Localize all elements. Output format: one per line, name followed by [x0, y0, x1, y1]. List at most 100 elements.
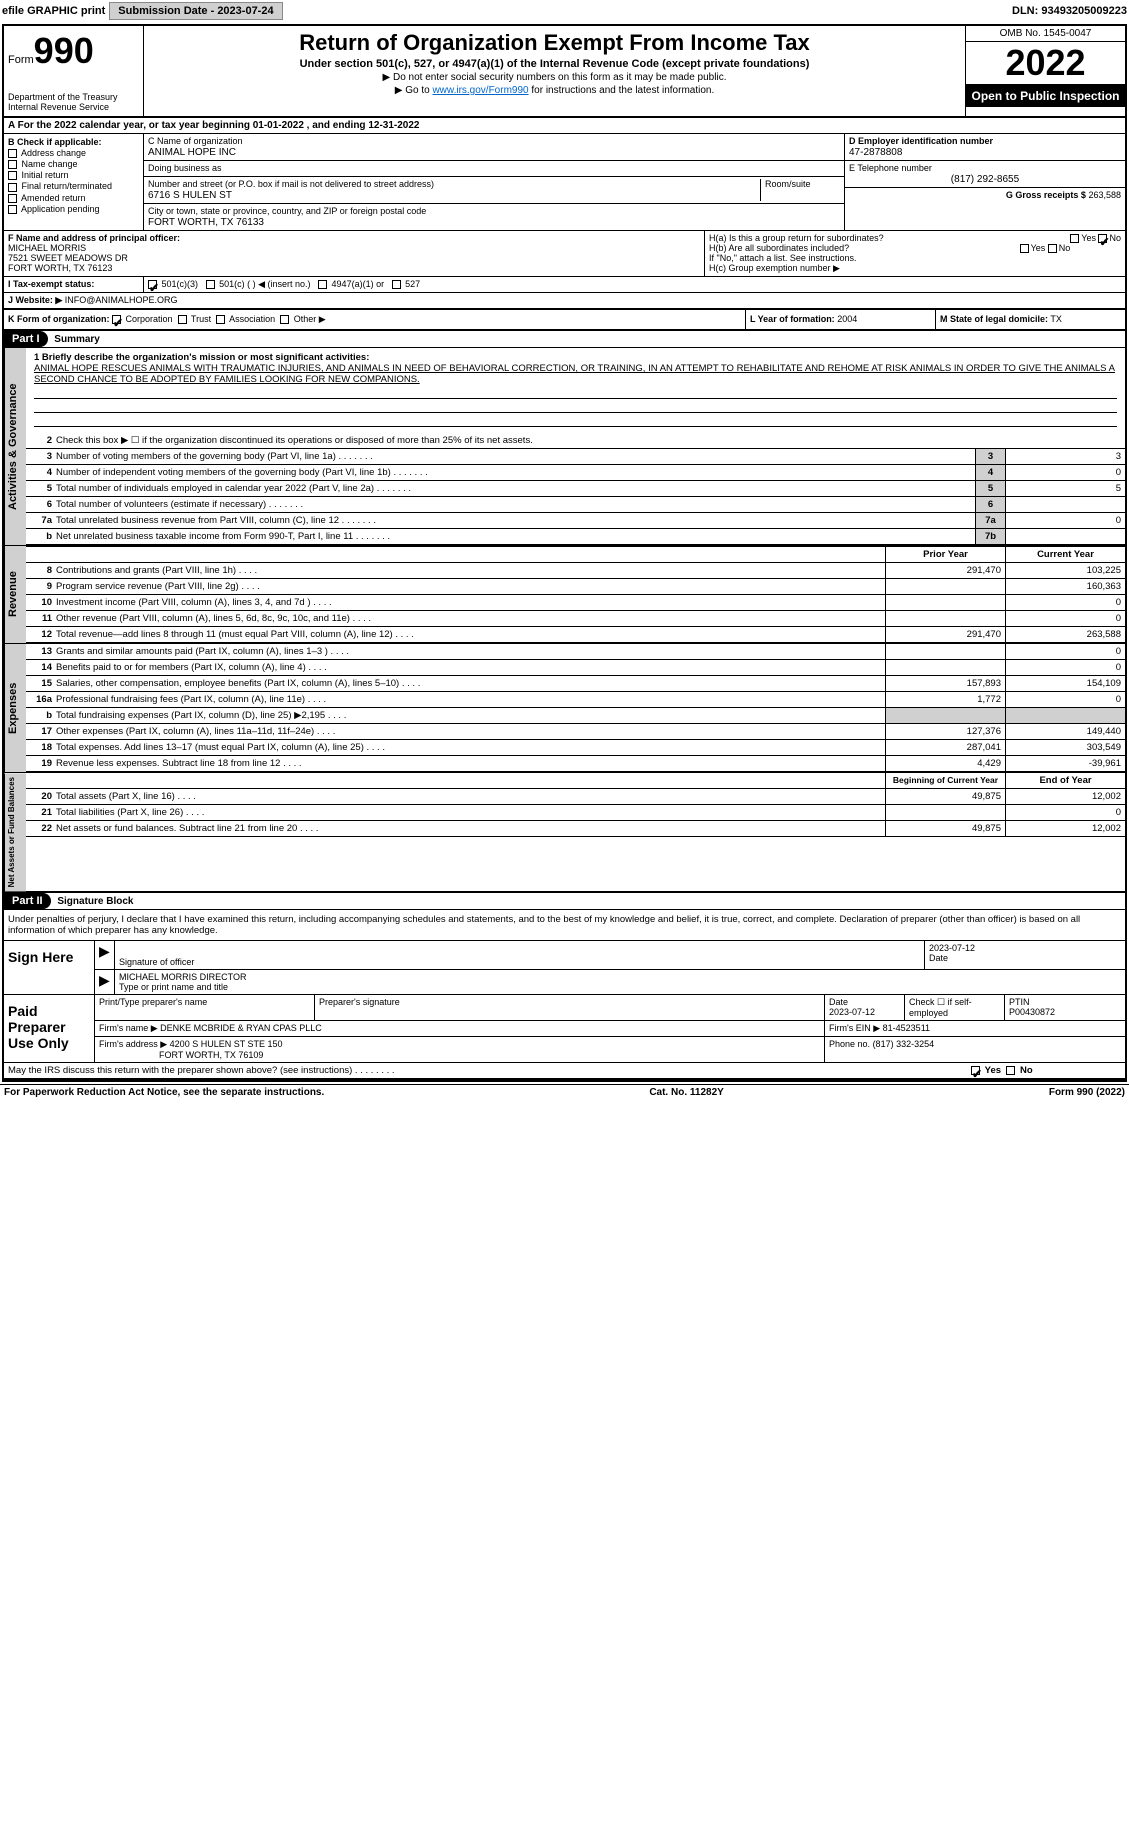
footer-paperwork: For Paperwork Reduction Act Notice, see …	[4, 1087, 324, 1098]
hb-note: If "No," attach a list. See instructions…	[709, 253, 1121, 263]
firm-name-label: Firm's name ▶	[99, 1023, 158, 1033]
no-label: No	[1109, 233, 1121, 243]
dept-label: Department of the Treasury Internal Reve…	[8, 92, 139, 112]
part1-title: Summary	[50, 332, 104, 347]
yes-label: Yes	[985, 1065, 1001, 1076]
sig-officer-label: Signature of officer	[119, 957, 194, 967]
arrow-icon: ▶	[99, 943, 110, 959]
may-irs-text: May the IRS discuss this return with the…	[8, 1065, 971, 1076]
end-year-header: End of Year	[1005, 773, 1125, 788]
sign-here-label: Sign Here	[4, 941, 94, 994]
street-address: 6716 S HULEN ST	[148, 190, 760, 201]
firm-addr-label: Firm's address ▶	[99, 1039, 167, 1049]
irs-no-checkbox[interactable]	[1006, 1066, 1015, 1075]
firm-ein-label: Firm's EIN ▶	[829, 1023, 880, 1033]
year-formation-label: L Year of formation:	[750, 314, 835, 324]
officer-addr2: FORT WORTH, TX 76123	[8, 263, 700, 273]
4947-checkbox[interactable]	[318, 280, 327, 289]
officer-label: F Name and address of principal officer:	[8, 233, 180, 243]
begin-year-header: Beginning of Current Year	[885, 773, 1005, 788]
ptin-value: P00430872	[1009, 1007, 1055, 1017]
telephone: (817) 292-8655	[849, 174, 1121, 185]
prior-year-header: Prior Year	[885, 547, 1005, 562]
prep-sig-label: Preparer's signature	[319, 997, 400, 1007]
state-domicile-label: M State of legal domicile:	[940, 314, 1048, 324]
yes-label: Yes	[1081, 233, 1096, 243]
no-label: No	[1059, 243, 1071, 253]
row-a-calendar: A For the 2022 calendar year, or tax yea…	[4, 118, 1125, 134]
tab-netassets: Net Assets or Fund Balances	[4, 773, 26, 891]
checkbox[interactable]	[8, 183, 17, 192]
tax-year: 2022	[966, 42, 1125, 85]
checkbox[interactable]	[8, 160, 17, 169]
submission-date-button[interactable]: Submission Date - 2023-07-24	[109, 2, 282, 20]
current-year-header: Current Year	[1005, 547, 1125, 562]
527-checkbox[interactable]	[392, 280, 401, 289]
501c-checkbox[interactable]	[206, 280, 215, 289]
addr-label: Number and street (or P.O. box if mail i…	[148, 179, 434, 189]
ha-no-checkbox[interactable]: ✔	[1098, 234, 1107, 243]
form-990: Form990 Department of the Treasury Inter…	[2, 24, 1127, 1082]
sig-name-label: Type or print name and title	[119, 982, 228, 992]
trust-checkbox[interactable]	[178, 315, 187, 324]
opt-other: Other ▶	[294, 314, 326, 324]
opt-527: 527	[405, 279, 420, 289]
city-state-zip: FORT WORTH, TX 76133	[148, 217, 840, 228]
form-word: Form	[8, 54, 34, 66]
hb-yes-checkbox[interactable]	[1020, 244, 1029, 253]
prep-date: 2023-07-12	[829, 1007, 875, 1017]
yes-label: Yes	[1031, 243, 1046, 253]
opt-4947: 4947(a)(1) or	[332, 279, 385, 289]
part1-header: Part I	[4, 331, 48, 347]
form-subtitle: Under section 501(c), 527, or 4947(a)(1)…	[148, 58, 961, 70]
officer-name: MICHAEL MORRIS	[8, 243, 700, 253]
sig-date-label: Date	[929, 953, 948, 963]
form-org-label: K Form of organization:	[8, 314, 110, 324]
sig-name-val: MICHAEL MORRIS DIRECTOR	[119, 972, 247, 982]
hc-label: H(c) Group exemption number ▶	[709, 263, 1121, 274]
501c3-checkbox[interactable]: ✔	[148, 280, 157, 289]
footer-form: Form 990 (2022)	[1049, 1087, 1125, 1098]
assoc-checkbox[interactable]	[216, 315, 225, 324]
phone-value: (817) 332-3254	[873, 1039, 935, 1049]
corp-checkbox[interactable]: ✔	[112, 315, 121, 324]
efile-label: efile GRAPHIC print	[2, 5, 105, 17]
inst-ssn: ▶ Do not enter social security numbers o…	[148, 72, 961, 83]
hb-label: H(b) Are all subordinates included?	[709, 243, 849, 253]
ha-label: H(a) Is this a group return for subordin…	[709, 233, 884, 243]
omb-number: OMB No. 1545-0047	[966, 26, 1125, 42]
tab-revenue: Revenue	[4, 546, 26, 643]
no-label: No	[1020, 1065, 1033, 1076]
col-b-checkboxes: B Check if applicable: Address change Na…	[4, 134, 144, 230]
declaration-text: Under penalties of perjury, I declare th…	[4, 910, 1125, 940]
firm-name: DENKE MCBRIDE & RYAN CPAS PLLC	[160, 1023, 322, 1033]
dln-label: DLN: 93493205009223	[1012, 5, 1127, 17]
checkbox[interactable]	[8, 149, 17, 158]
irs-link[interactable]: www.irs.gov/Form990	[432, 85, 528, 96]
city-label: City or town, state or province, country…	[148, 206, 426, 216]
tel-label: E Telephone number	[849, 163, 932, 173]
opt-corp: Corporation	[126, 314, 173, 324]
prep-date-label: Date	[829, 997, 848, 1007]
part2-header: Part II	[4, 893, 51, 909]
line2-text: Check this box ▶ ☐ if the organization d…	[54, 433, 1125, 448]
checkbox[interactable]	[8, 194, 17, 203]
year-formation: 2004	[837, 314, 857, 324]
irs-yes-checkbox[interactable]: ✔	[971, 1066, 980, 1075]
checkbox[interactable]	[8, 205, 17, 214]
mission-text: ANIMAL HOPE RESCUES ANIMALS WITH TRAUMAT…	[34, 363, 1115, 385]
name-label: C Name of organization	[148, 136, 243, 146]
checkbox[interactable]	[8, 171, 17, 180]
room-label: Room/suite	[765, 179, 811, 189]
arrow-icon: ▶	[99, 972, 110, 988]
tax-exempt-label: I Tax-exempt status:	[8, 279, 94, 289]
hb-no-checkbox[interactable]	[1048, 244, 1057, 253]
website-value: INFO@ANIMALHOPE.ORG	[65, 295, 178, 305]
other-checkbox[interactable]	[280, 315, 289, 324]
tab-activities: Activities & Governance	[4, 348, 26, 545]
ptin-label: PTIN	[1009, 997, 1030, 1007]
public-inspection: Open to Public Inspection	[966, 85, 1125, 107]
inst-goto-post: for instructions and the latest informat…	[529, 85, 715, 96]
ha-yes-checkbox[interactable]	[1070, 234, 1079, 243]
phone-label: Phone no.	[829, 1039, 870, 1049]
